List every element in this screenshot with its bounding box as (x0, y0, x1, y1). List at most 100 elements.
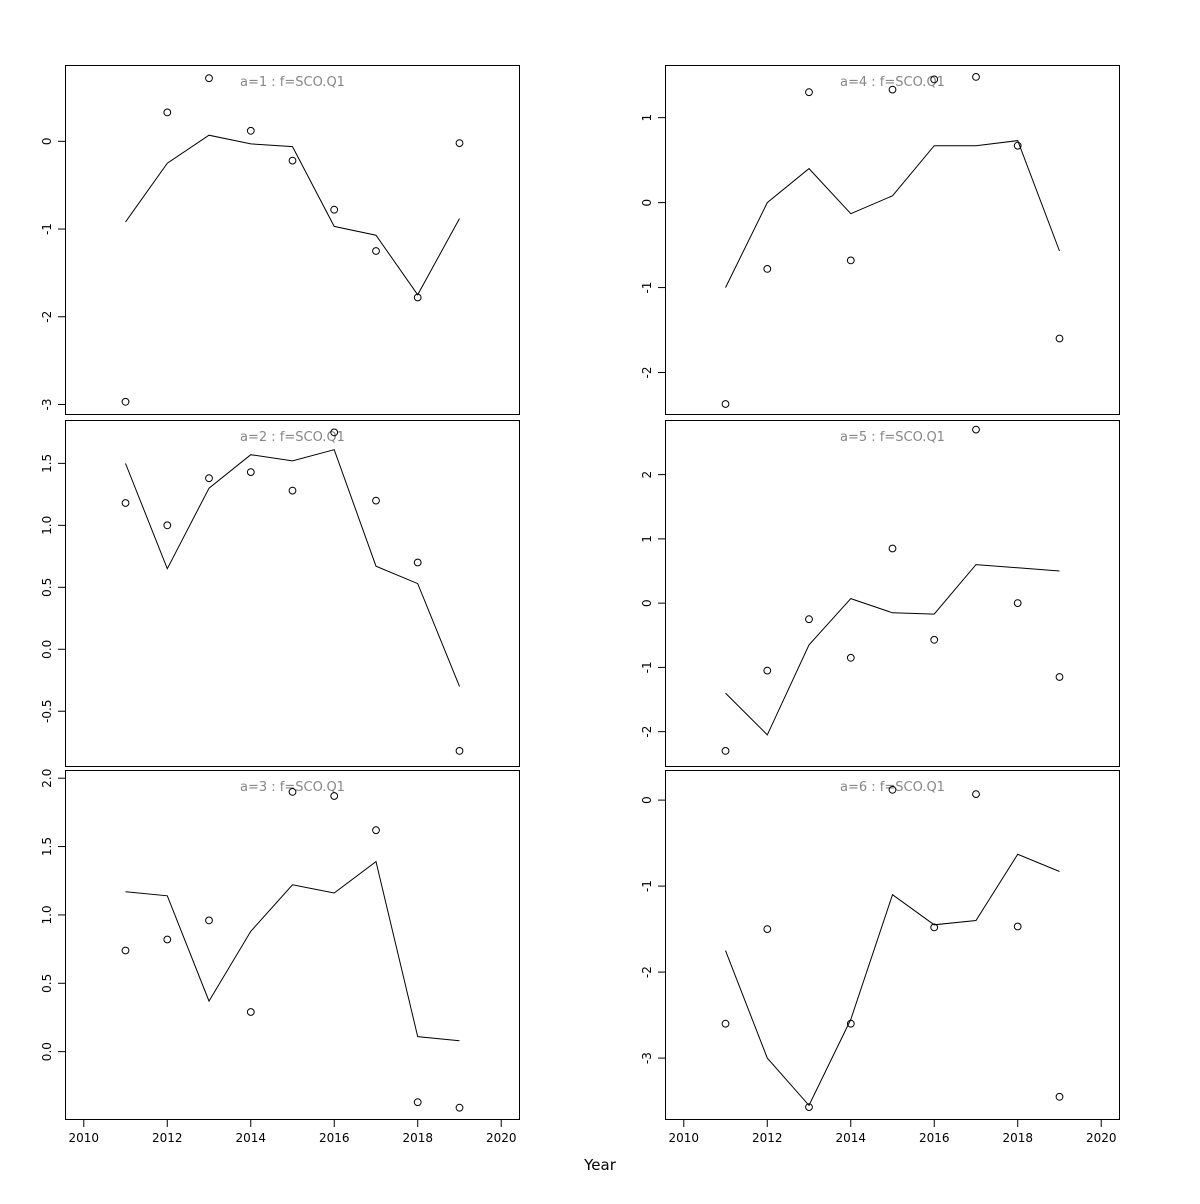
y-tick-label: -1 (640, 282, 654, 294)
data-point-marker (972, 790, 980, 798)
data-point-marker (930, 75, 939, 84)
data-point-marker (163, 521, 172, 530)
data-point-marker (246, 1008, 255, 1016)
y-tick-label: 0.0 (40, 640, 54, 659)
y-tick-label: 1.5 (40, 454, 54, 473)
data-point-marker (1013, 922, 1022, 931)
data-point-marker (930, 635, 939, 644)
x-tick-label: 2020 (1086, 1131, 1117, 1145)
data-point-marker (163, 108, 172, 117)
panel-title: a=3 : f=SCO.Q1 (240, 780, 345, 795)
y-tick-label: 1.0 (40, 516, 54, 535)
data-point-marker (1055, 1092, 1064, 1101)
y-tick-label: 1 (640, 114, 654, 122)
panel-title: a=6 : f=SCO.Q1 (840, 780, 945, 795)
y-tick-label: -2 (640, 726, 654, 738)
x-tick-label: 2018 (1002, 1131, 1033, 1145)
x-tick-label: 2010 (669, 1131, 700, 1145)
data-point-marker (1055, 334, 1064, 343)
y-tick-label: 2 (640, 471, 654, 479)
data-point-marker (805, 615, 813, 624)
y-tick-label: 0.0 (40, 1042, 54, 1061)
panel-title: a=4 : f=SCO.Q1 (840, 75, 945, 90)
y-tick-label: -1 (640, 880, 654, 892)
fitted-line (725, 564, 1060, 736)
panel-title: a=1 : f=SCO.Q1 (240, 75, 345, 90)
panel-a5: a=5 : f=SCO.Q1 2 1 0 -1 -2 (640, 420, 1120, 767)
data-point-marker (205, 916, 213, 925)
y-tick-label: -1 (40, 223, 54, 235)
data-point-marker (413, 1098, 422, 1107)
data-point-marker (763, 666, 772, 675)
data-point-marker (1013, 599, 1022, 607)
data-point-marker (413, 293, 422, 302)
data-point-marker (763, 925, 772, 933)
data-point-marker (372, 496, 380, 505)
panel-border (65, 420, 520, 767)
y-tick-label: 0.5 (40, 578, 54, 597)
x-tick-label: 2010 (69, 1131, 100, 1145)
data-point-marker (163, 935, 172, 944)
panel-border (65, 65, 520, 415)
data-point-marker (288, 486, 297, 495)
y-tick-label: -2 (40, 311, 54, 323)
panel-border (665, 770, 1120, 1120)
data-point-marker (205, 74, 213, 83)
y-tick-label: 0 (40, 137, 54, 145)
data-point-marker (246, 468, 255, 477)
y-tick-label: -0.5 (40, 700, 54, 723)
data-point-marker (846, 653, 855, 662)
data-point-marker (846, 256, 855, 265)
fitted-line (125, 860, 460, 1042)
data-point-marker (121, 946, 130, 955)
data-point-marker (121, 499, 130, 507)
x-tick-label: 2012 (752, 1131, 783, 1145)
panel-border (65, 770, 520, 1120)
panel-a6: a=6 : f=SCO.Q1 0 -1 -2 -3 2010 2012 2014 2016 201… (640, 770, 1120, 1145)
data-point-marker (972, 425, 980, 434)
panel-title: a=5 : f=SCO.Q1 (840, 430, 945, 445)
data-point-marker (330, 205, 339, 214)
panel-a1: a=1 : f=SCO.Q1 0 -1 -2 -3 (40, 65, 520, 415)
panel-a2: a=2 : f=SCO.Q1 1.5 1.0 0.5 0.0 -0.5 (40, 420, 520, 767)
y-tick-label: -1 (640, 661, 654, 673)
y-tick-label: 1.5 (40, 837, 54, 856)
data-point-marker (288, 788, 297, 796)
data-point-marker (721, 747, 730, 755)
data-point-marker (372, 247, 380, 255)
x-axis-title: Year (584, 1156, 616, 1174)
data-point-marker (888, 85, 897, 94)
y-tick-label: 0 (640, 199, 654, 207)
y-tick-label: 0.5 (40, 974, 54, 993)
y-tick-label: 1.0 (40, 905, 54, 924)
y-tick-label: -2 (640, 367, 654, 379)
data-point-marker (205, 474, 213, 483)
x-tick-label: 2014 (235, 1131, 266, 1145)
data-point-marker (372, 826, 380, 835)
fitted-line (125, 449, 460, 687)
data-point-marker (288, 156, 297, 165)
x-tick-label: 2020 (486, 1131, 517, 1145)
data-point-marker (763, 265, 772, 273)
panel-title: a=2 : f=SCO.Q1 (240, 430, 345, 445)
panel-border (665, 420, 1120, 767)
x-tick-label: 2012 (152, 1131, 183, 1145)
y-tick-label: 0 (640, 796, 654, 804)
x-tick-label: 2014 (835, 1131, 866, 1145)
panel-a4: a=4 : f=SCO.Q1 1 0 -1 -2 (640, 65, 1120, 415)
x-tick-label: 2018 (402, 1131, 433, 1145)
data-point-marker (888, 544, 897, 553)
data-point-marker (1055, 673, 1064, 681)
data-point-marker (930, 923, 939, 932)
data-point-marker (121, 397, 130, 406)
panel-a3: a=3 : f=SCO.Q1 2.0 1.5 1.0 0.5 0.0 2010 2012 201… (40, 769, 520, 1145)
data-point-marker (805, 1103, 813, 1111)
data-point-marker (455, 1103, 464, 1112)
fitted-line (725, 853, 1060, 1107)
y-tick-label: 0 (640, 599, 654, 607)
data-point-marker (455, 139, 464, 148)
data-point-marker (330, 428, 339, 437)
data-point-marker (846, 1019, 855, 1028)
